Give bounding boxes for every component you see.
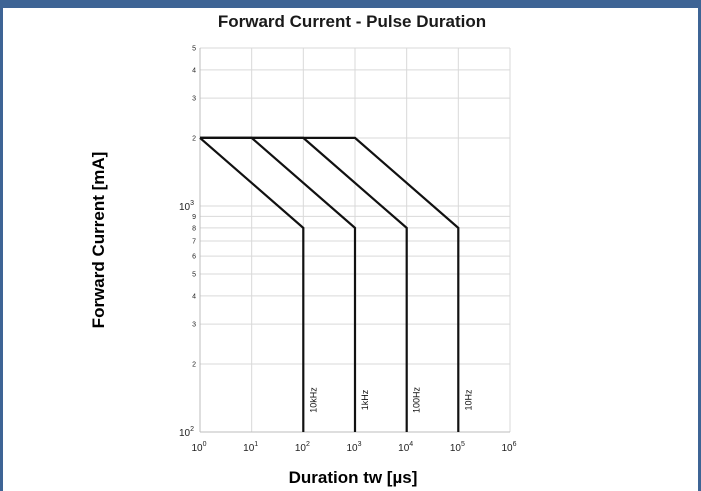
series-label-1kHz: 1kHz <box>360 389 370 410</box>
y-minor-tick-label: 5 <box>192 272 196 279</box>
series-label-100Hz: 100Hz <box>412 386 422 413</box>
chart-title: Forward Current - Pulse Duration <box>218 12 486 31</box>
y-minor-tick-label: 9 <box>192 214 196 221</box>
y-minor-tick-label: 3 <box>192 96 196 103</box>
x-tick-label: 105 <box>450 441 465 454</box>
window-right-border <box>698 0 701 491</box>
y-tick-label: 102 <box>179 426 194 439</box>
series-line-10kHz <box>199 137 305 432</box>
x-tick-label: 104 <box>398 441 413 454</box>
series-label-10kHz: 10kHz <box>308 387 318 413</box>
x-tick-label: 100 <box>191 441 206 454</box>
y-minor-tick-label: 8 <box>192 225 196 232</box>
y-minor-tick-label: 5 <box>192 46 196 53</box>
x-tick-label: 102 <box>295 441 310 454</box>
series-lines <box>199 136 460 432</box>
series-label-10Hz: 10Hz <box>463 389 473 411</box>
x-tick-label: 101 <box>243 441 258 454</box>
x-axis-label: Duration tw [µs] <box>289 468 418 487</box>
y-minor-tick-label: 7 <box>192 238 196 245</box>
x-tick-label: 106 <box>501 441 516 454</box>
axis-ticks: 100 101 102 103 104 105 106 102 103 2 3 4 5 6 7 8 9 2 3 4 5 <box>179 46 517 455</box>
y-minor-tick-label: 2 <box>192 135 196 142</box>
y-minor-tick-label: 2 <box>192 361 196 368</box>
series-line-10Hz <box>200 136 460 432</box>
series-line-1kHz <box>200 136 357 432</box>
y-tick-label: 103 <box>179 200 194 213</box>
window-top-bar <box>0 0 701 8</box>
y-minor-tick-label: 3 <box>192 322 196 329</box>
y-minor-tick-label: 6 <box>192 254 196 261</box>
x-tick-label: 103 <box>346 441 361 454</box>
series-labels: 10kHz 1kHz 100Hz 10Hz <box>308 386 473 413</box>
y-axis-label: Forward Current [mA] <box>89 152 108 329</box>
y-minor-tick-label: 4 <box>192 67 196 74</box>
y-minor-tick-label: 4 <box>192 293 196 300</box>
window-left-border <box>0 0 3 491</box>
